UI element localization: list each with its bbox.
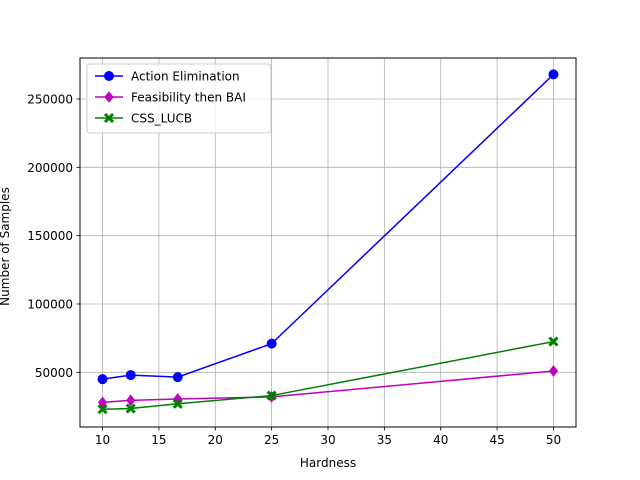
y-tick-label: 200000 xyxy=(27,161,73,175)
data-point xyxy=(548,365,559,377)
data-point xyxy=(266,338,277,349)
x-tick-label: 20 xyxy=(208,433,223,447)
data-point xyxy=(97,374,108,385)
legend-marker xyxy=(103,112,115,124)
y-axis-label: Number of Samples xyxy=(0,187,12,306)
legend-label: Feasibility then BAI xyxy=(131,91,246,105)
data-point xyxy=(548,336,559,347)
data-point xyxy=(126,394,136,407)
x-tick-label: 30 xyxy=(320,433,335,447)
series-3 xyxy=(97,336,559,415)
legend-entry: Feasibility then BAI xyxy=(95,91,246,105)
y-tick-label: 250000 xyxy=(27,93,73,107)
data-point xyxy=(172,398,183,409)
x-axis-label: Hardness xyxy=(300,456,356,470)
legend-label: CSS_LUCB xyxy=(131,112,192,126)
x-tick-label: 45 xyxy=(489,433,504,447)
data-point xyxy=(97,404,108,415)
legend-entry: CSS_LUCB xyxy=(95,112,192,126)
legend-marker xyxy=(104,71,114,81)
axis-ticks: 10 15 20 25 30 35 40 45 50 50000 100000 150000 20000… xyxy=(27,93,561,448)
legend-marker xyxy=(104,91,114,103)
data-point xyxy=(548,69,559,80)
x-tick-label: 50 xyxy=(546,433,561,447)
y-tick-label: 50000 xyxy=(35,366,73,380)
y-tick-label: 100000 xyxy=(27,298,73,312)
series-1 xyxy=(97,69,559,385)
y-tick-label: 150000 xyxy=(27,229,73,243)
legend: Action Elimination Feasibility then BAI CS… xyxy=(86,63,272,134)
x-tick-label: 15 xyxy=(151,433,166,447)
x-tick-label: 25 xyxy=(264,433,279,447)
legend-entry: Action Elimination xyxy=(95,70,240,84)
x-tick-label: 40 xyxy=(433,433,448,447)
legend-label: Action Elimination xyxy=(131,70,240,84)
data-point xyxy=(172,372,183,383)
x-tick-label: 35 xyxy=(377,433,392,447)
data-point xyxy=(125,403,136,414)
data-point xyxy=(266,390,277,401)
legend-box xyxy=(86,63,272,134)
series-layer xyxy=(97,69,559,415)
data-point xyxy=(125,370,136,381)
x-tick-label: 10 xyxy=(95,433,110,447)
